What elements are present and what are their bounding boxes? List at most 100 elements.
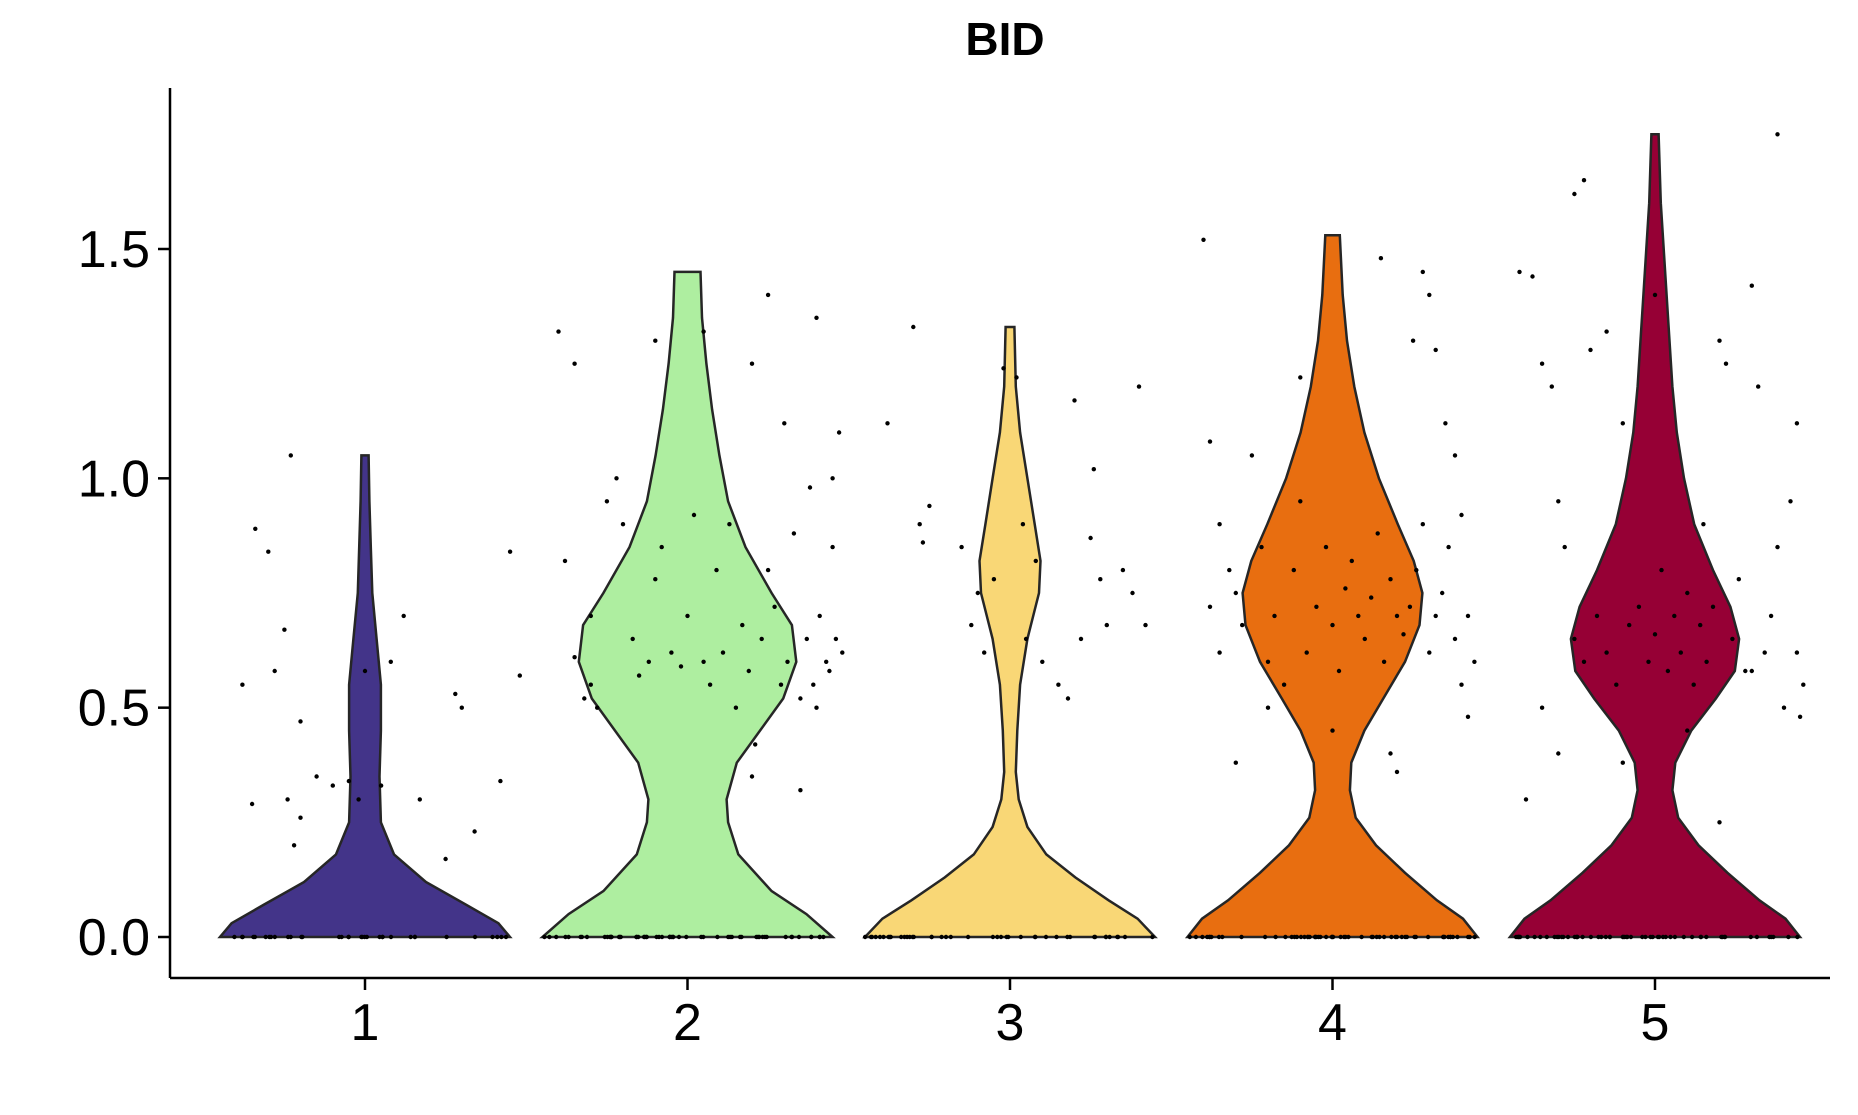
zero-point-2 <box>608 934 614 940</box>
data-point-2 <box>833 636 839 642</box>
zero-point-2 <box>676 934 682 940</box>
data-point-4 <box>1427 650 1432 655</box>
data-point-5 <box>1717 820 1722 825</box>
zero-point-1 <box>239 934 245 940</box>
data-point-4 <box>1410 338 1416 343</box>
data-point-3 <box>1014 375 1019 380</box>
zero-point-4 <box>1403 934 1408 940</box>
zero-point-3 <box>1103 934 1109 940</box>
x-tick-label: 5 <box>1641 994 1670 1052</box>
zero-point-5 <box>1620 934 1626 940</box>
data-point-5 <box>1549 384 1555 389</box>
data-point-4 <box>1233 590 1239 596</box>
zero-point-4 <box>1338 934 1343 940</box>
zero-point-2 <box>762 934 768 940</box>
data-point-2 <box>636 673 642 678</box>
chart-title: BID <box>965 13 1044 65</box>
data-point-4 <box>1207 439 1213 444</box>
data-point-5 <box>1665 668 1671 674</box>
data-point-1 <box>388 659 393 664</box>
data-point-2 <box>595 705 600 710</box>
data-point-2 <box>817 613 822 619</box>
data-point-1 <box>291 843 297 848</box>
zero-point-1 <box>444 934 449 940</box>
zero-point-1 <box>412 934 418 940</box>
zero-point-4 <box>1467 934 1472 940</box>
zero-point-4 <box>1472 934 1477 940</box>
data-point-1 <box>517 673 522 678</box>
zero-point-2 <box>578 934 583 940</box>
data-point-4 <box>1414 567 1419 573</box>
data-point-4 <box>1401 632 1406 637</box>
zero-point-1 <box>346 934 351 940</box>
data-point-3 <box>1091 467 1097 472</box>
data-point-5 <box>1794 650 1800 655</box>
data-point-5 <box>1775 544 1780 550</box>
zero-point-4 <box>1207 934 1212 940</box>
zero-point-3 <box>995 934 1000 940</box>
data-point-1 <box>240 682 245 687</box>
zero-point-3 <box>998 934 1004 940</box>
zero-point-5 <box>1525 934 1530 940</box>
data-point-1 <box>346 778 352 784</box>
zero-point-5 <box>1769 934 1774 940</box>
data-point-5 <box>1556 751 1561 756</box>
violin-3 <box>862 325 1158 939</box>
data-point-4 <box>1291 567 1297 573</box>
zero-point-2 <box>602 934 607 940</box>
data-point-4 <box>1217 522 1222 527</box>
x-tick-label: 4 <box>1318 994 1347 1052</box>
data-point-3 <box>1098 577 1103 582</box>
data-point-1 <box>417 797 422 802</box>
data-point-1 <box>288 453 293 458</box>
zero-point-5 <box>1681 934 1687 940</box>
data-point-2 <box>572 655 577 660</box>
data-point-5 <box>1678 650 1684 655</box>
data-point-4 <box>1407 604 1413 609</box>
data-point-2 <box>814 315 819 320</box>
zero-point-3 <box>910 934 915 940</box>
data-point-4 <box>1356 613 1361 619</box>
data-point-2 <box>653 338 658 343</box>
axes-layer: 0.0 0.5 1.0 1.5 1 2 3 4 5 <box>78 88 1830 1052</box>
data-point-5 <box>1604 650 1609 655</box>
zero-point-3 <box>899 934 904 940</box>
data-point-3 <box>1088 535 1093 541</box>
data-point-4 <box>1388 751 1393 756</box>
data-point-4 <box>1427 292 1432 298</box>
data-point-5 <box>1652 292 1658 298</box>
zero-point-2 <box>554 934 559 940</box>
zero-point-4 <box>1262 934 1268 940</box>
data-point-4 <box>1259 544 1264 550</box>
data-point-3 <box>969 622 974 628</box>
zero-point-5 <box>1668 934 1673 940</box>
zero-point-4 <box>1369 934 1374 940</box>
data-point-5 <box>1523 797 1529 802</box>
data-point-2 <box>630 636 635 642</box>
data-point-2 <box>669 650 674 655</box>
zero-point-3 <box>929 934 934 940</box>
data-point-5 <box>1627 622 1632 628</box>
zero-point-5 <box>1574 934 1579 940</box>
data-point-4 <box>1420 269 1426 275</box>
data-point-5 <box>1620 760 1626 765</box>
data-point-4 <box>1369 595 1374 600</box>
zero-point-2 <box>796 934 802 940</box>
zero-point-1 <box>388 934 394 940</box>
zero-point-2 <box>566 934 571 940</box>
data-point-5 <box>1594 613 1600 619</box>
zero-point-3 <box>877 934 883 940</box>
zero-point-2 <box>654 934 659 940</box>
x-tick-label: 2 <box>673 994 702 1052</box>
data-point-1 <box>253 526 258 531</box>
zero-point-1 <box>377 934 382 940</box>
zero-point-5 <box>1555 934 1560 940</box>
data-point-5 <box>1775 132 1780 137</box>
data-point-5 <box>1672 613 1677 619</box>
zero-point-5 <box>1655 934 1661 940</box>
data-point-4 <box>1465 613 1471 619</box>
data-point-1 <box>272 668 277 674</box>
data-point-4 <box>1433 347 1438 353</box>
zero-point-1 <box>263 934 268 940</box>
data-point-5 <box>1652 632 1658 637</box>
